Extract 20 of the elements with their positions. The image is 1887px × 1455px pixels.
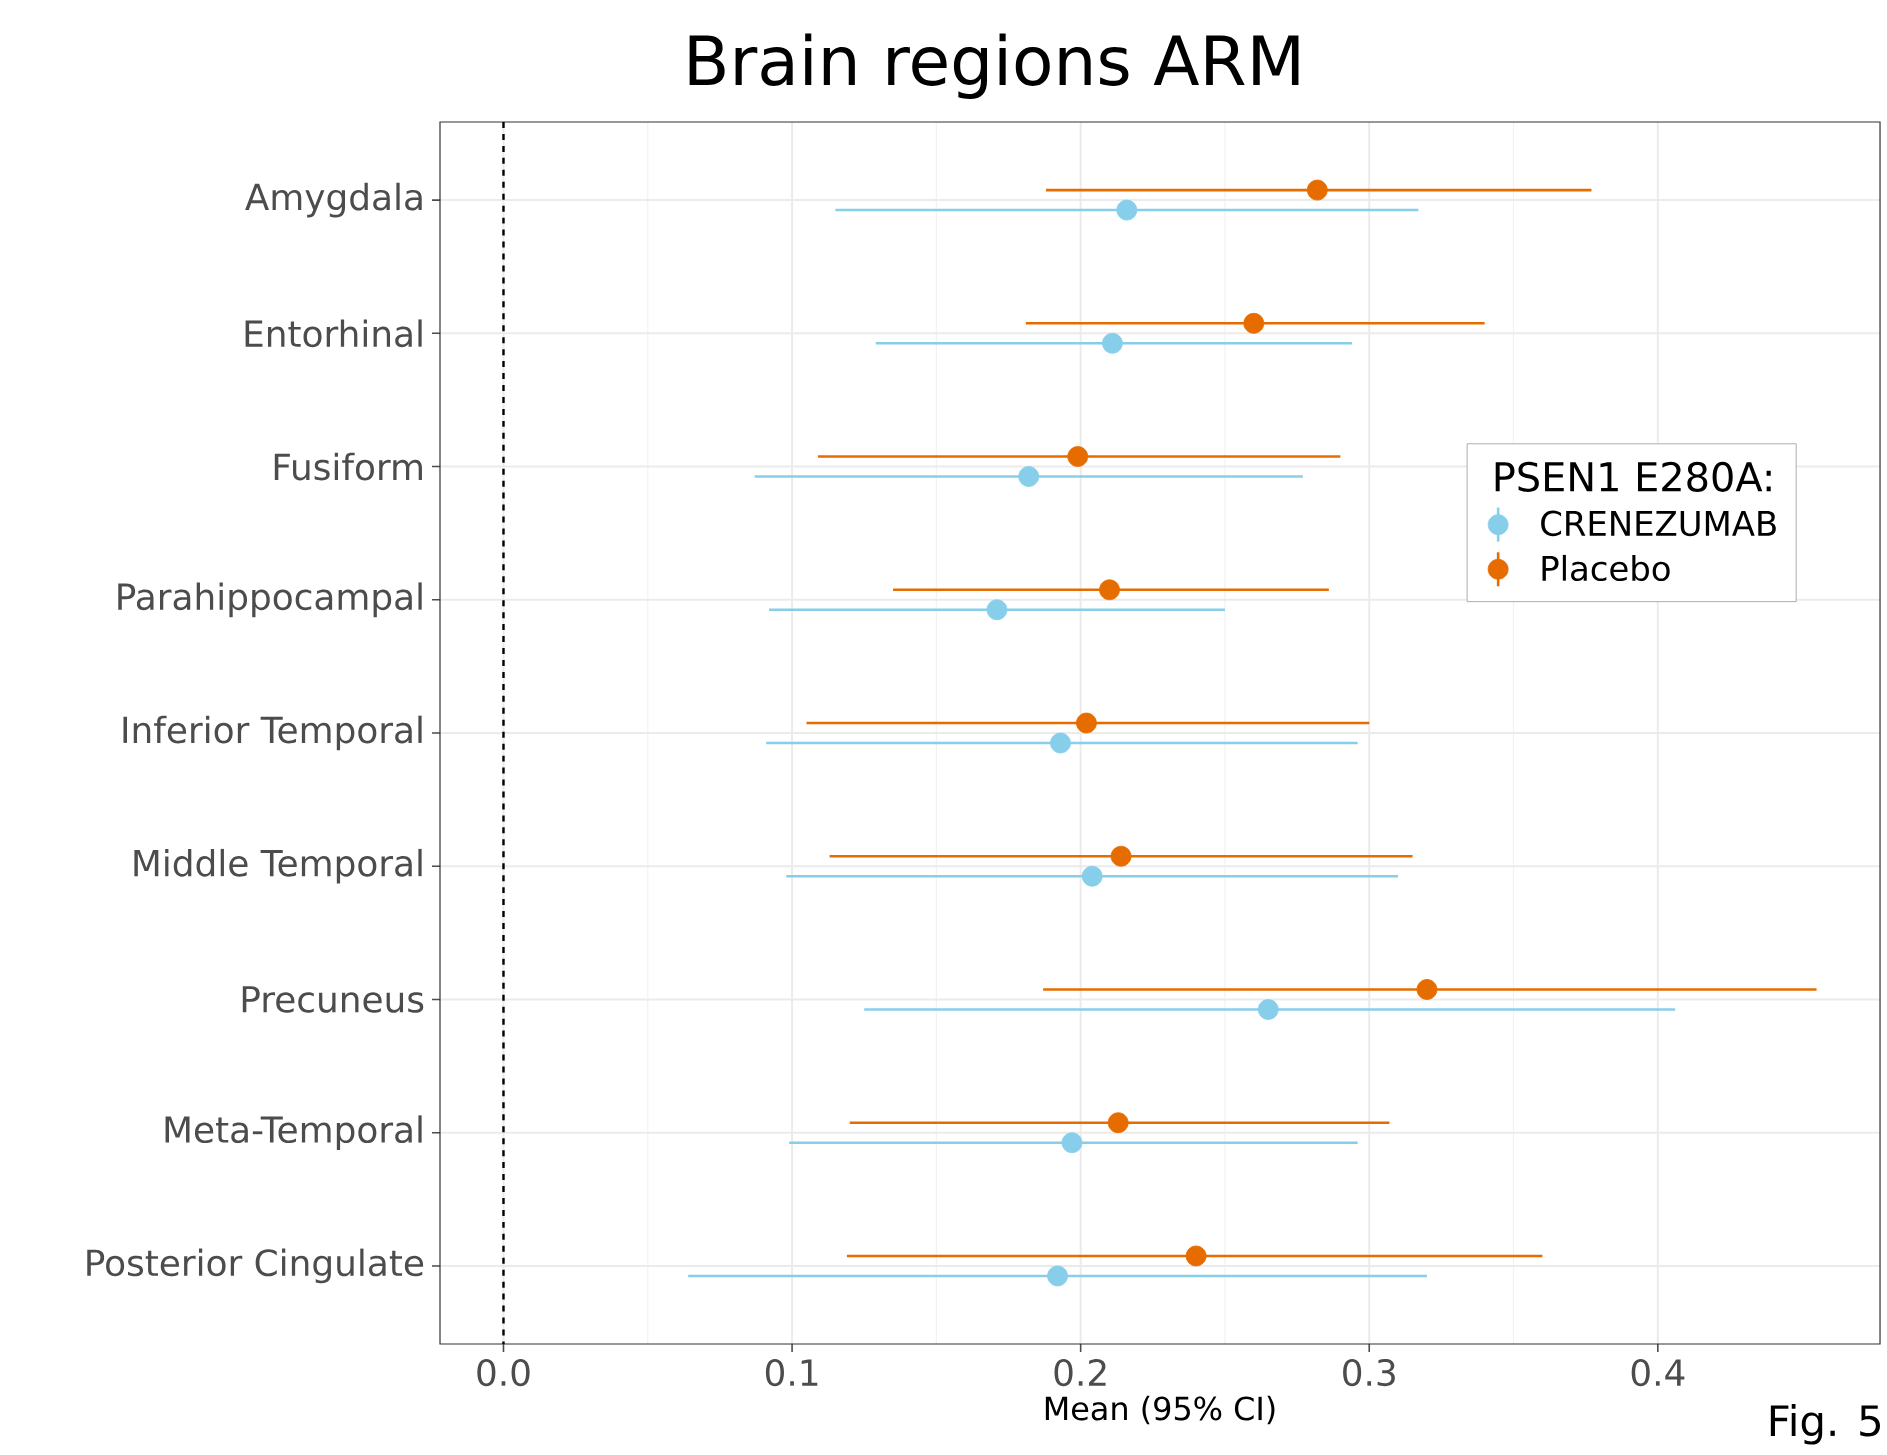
x-axis-title: Mean (95% CI) bbox=[1045, 1395, 1275, 1425]
x-tick-label: 0.0 bbox=[477, 1359, 530, 1387]
x-tick-label: 0.1 bbox=[765, 1359, 818, 1387]
x-tick-label: 0.4 bbox=[1631, 1359, 1685, 1387]
caption: Fig. 5 bbox=[1770, 1404, 1880, 1445]
x-tick-label: 0.3 bbox=[1343, 1359, 1395, 1387]
y-tick-label: Amygdala bbox=[245, 182, 422, 218]
y-tick-label: Fusiform bbox=[274, 452, 422, 481]
y-tick-label: Meta-Temporal bbox=[165, 1115, 422, 1151]
y-tick-label: Middle Temporal bbox=[134, 848, 422, 884]
y-tick-label: Entorhinal bbox=[245, 319, 422, 348]
legend-title: PSEN1 E280A: bbox=[1495, 461, 1771, 492]
y-tick-label: Posterior Cingulate bbox=[87, 1248, 424, 1284]
x-tick-label: 0.2 bbox=[1054, 1359, 1106, 1387]
y-tick-label: Precuneus bbox=[242, 986, 424, 1013]
legend-label: Placebo bbox=[1542, 554, 1670, 582]
y-tick-label: Parahippocampal bbox=[118, 582, 422, 618]
legend-label: CRENEZUMAB bbox=[1541, 510, 1776, 537]
chart-title: Brain regions ARM bbox=[689, 33, 1299, 100]
y-tick-label: Inferior Temporal bbox=[123, 715, 422, 751]
